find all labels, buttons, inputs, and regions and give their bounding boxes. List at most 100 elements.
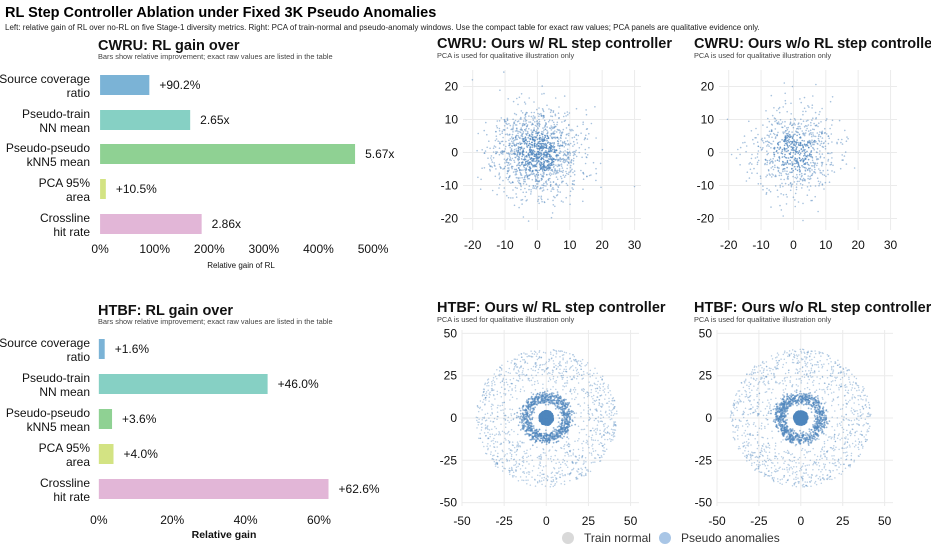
scatter-point <box>547 169 550 172</box>
scatter-point <box>548 119 551 121</box>
y-tick-label: -25 <box>440 453 458 467</box>
scatter-point <box>573 157 575 160</box>
scatter-point <box>781 182 783 185</box>
scatter-point <box>503 125 506 127</box>
scatter-point <box>533 160 535 162</box>
scatter-point <box>539 461 541 463</box>
scatter-point <box>524 374 526 377</box>
scatter-point <box>799 98 801 100</box>
scatter-point <box>748 120 750 123</box>
scatter-point <box>794 123 796 126</box>
scatter-point <box>612 434 614 436</box>
scatter-point <box>537 401 539 403</box>
scatter-point <box>558 138 560 140</box>
scatter-point <box>504 133 507 136</box>
scatter-point <box>802 133 805 136</box>
scatter-point <box>550 126 553 129</box>
scatter-point <box>549 458 552 460</box>
scatter-point <box>553 132 556 135</box>
scatter-point <box>531 138 534 140</box>
scatter-point <box>796 162 798 164</box>
scatter-point <box>542 155 545 158</box>
scatter-point <box>786 128 789 131</box>
scatter-point <box>545 180 548 182</box>
scatter-point <box>797 125 799 128</box>
scatter-point <box>558 407 561 410</box>
scatter-point <box>537 112 539 115</box>
scatter-point <box>506 172 509 175</box>
scatter-point <box>537 153 539 156</box>
scatter-point <box>818 140 821 143</box>
scatter-point <box>605 402 608 404</box>
scatter-point <box>555 154 558 156</box>
scatter-point <box>488 140 490 142</box>
scatter-point <box>555 176 558 178</box>
scatter-point <box>540 480 543 482</box>
scatter-point <box>753 143 755 145</box>
scatter-point <box>506 194 508 197</box>
scatter-point <box>559 395 562 398</box>
x-tick-label: 0 <box>797 514 804 528</box>
scatter-point <box>786 196 788 198</box>
scatter-point <box>522 178 525 181</box>
scatter-point <box>525 169 527 172</box>
scatter-point <box>587 443 589 445</box>
scatter-point <box>505 140 507 143</box>
scatter-point <box>489 393 491 396</box>
scatter-point <box>565 392 567 395</box>
scatter-point <box>517 380 520 382</box>
scatter-point <box>523 358 526 361</box>
scatter-point <box>578 437 580 440</box>
scatter-point <box>510 469 513 471</box>
scatter-point <box>819 111 821 113</box>
scatter-point <box>501 140 504 143</box>
scatter-point <box>547 367 549 369</box>
scatter-point <box>562 358 564 361</box>
scatter-point <box>569 142 572 145</box>
scatter-point <box>514 130 517 132</box>
scatter-point <box>532 131 534 134</box>
scatter-point <box>565 370 568 373</box>
scatter-point <box>585 441 587 444</box>
scatter-point <box>549 395 552 398</box>
scatter-point <box>550 460 553 463</box>
scatter-point <box>509 158 512 161</box>
scatter-point <box>498 187 500 189</box>
scatter-point <box>552 375 555 378</box>
scatter-point <box>549 378 552 381</box>
scatter-point <box>498 370 501 372</box>
scatter-point <box>558 417 561 419</box>
scatter-point <box>749 161 751 164</box>
scatter-point <box>512 418 515 421</box>
scatter-point <box>780 209 783 211</box>
scatter-point <box>536 446 538 448</box>
scatter-point <box>511 157 514 160</box>
scatter-point <box>528 417 531 420</box>
scatter-point <box>566 460 568 463</box>
scatter-point <box>498 173 500 176</box>
scatter-point <box>607 384 610 386</box>
scatter-point <box>595 408 598 410</box>
scatter-point <box>567 473 569 475</box>
scatter-point <box>528 144 530 147</box>
scatter-point <box>529 170 532 172</box>
scatter-point <box>812 128 814 130</box>
scatter-point <box>569 450 571 452</box>
scatter-point <box>778 111 781 114</box>
scatter-point <box>530 129 532 131</box>
scatter-point <box>554 113 557 116</box>
scatter-point <box>539 151 541 154</box>
scatter-point <box>508 447 510 450</box>
scatter-point <box>547 380 550 383</box>
scatter-point <box>556 440 559 442</box>
scatter-point <box>543 116 545 119</box>
scatter-point <box>564 474 566 477</box>
scatter-point <box>521 153 524 156</box>
scatter-point <box>529 448 532 450</box>
scatter-point <box>505 120 507 123</box>
scatter-point <box>508 153 511 156</box>
scatter-point <box>818 168 820 170</box>
scatter-point <box>783 140 785 143</box>
scatter-point <box>786 170 788 173</box>
scatter-point <box>546 390 549 392</box>
